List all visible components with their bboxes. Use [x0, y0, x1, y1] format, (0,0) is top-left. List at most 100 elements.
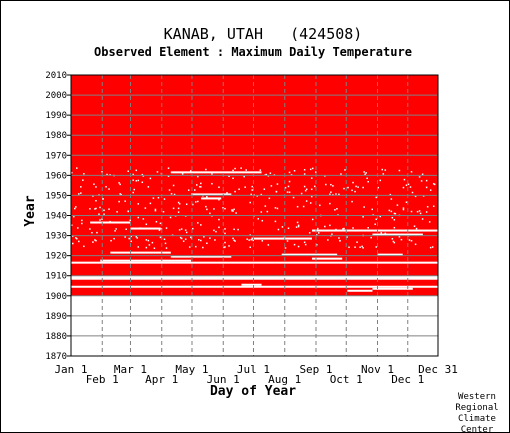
missing-day-speck — [334, 209, 336, 211]
missing-day-speck — [197, 175, 199, 178]
missing-day-speck — [159, 222, 162, 225]
missing-day-speck — [420, 180, 423, 182]
missing-day-speck — [165, 247, 168, 249]
missing-day-speck — [195, 201, 197, 203]
x-tick-label: Mar 1 — [114, 363, 147, 376]
missing-day-speck — [80, 186, 82, 188]
missing-day-speck — [257, 218, 260, 220]
missing-day-speck — [101, 218, 103, 220]
missing-day-speck — [276, 183, 279, 185]
missing-day-speck — [215, 230, 217, 233]
missing-day-speck — [76, 167, 78, 169]
missing-day-speck — [102, 198, 104, 200]
missing-day-speck — [231, 210, 233, 212]
missing-day-speck — [305, 200, 308, 202]
missing-day-speck — [180, 237, 183, 240]
missing-day-speck — [361, 245, 363, 248]
missing-day-speck — [155, 220, 158, 223]
missing-day-speck — [177, 201, 180, 204]
missing-day-speck — [224, 246, 226, 248]
missing-day-speck — [268, 197, 271, 200]
missing-day-speck — [256, 195, 259, 197]
missing-day-speck — [288, 171, 291, 174]
missing-day-speck — [141, 181, 144, 184]
missing-day-speck — [106, 173, 108, 176]
missing-day-speck — [137, 179, 140, 182]
y-tick-label: 1980 — [45, 131, 67, 141]
missing-day-speck — [197, 200, 199, 203]
missing-day-speck — [251, 189, 253, 191]
missing-day-speck — [82, 179, 84, 181]
missing-day-speck — [108, 188, 110, 190]
missing-day-speck — [232, 177, 234, 180]
missing-day-speck — [194, 189, 196, 191]
missing-day-speck — [332, 185, 334, 187]
missing-day-speck — [136, 237, 139, 239]
missing-day-speck — [80, 192, 82, 194]
missing-day-speck — [233, 228, 235, 231]
missing-day-speck — [293, 170, 296, 172]
missing-day-speck — [178, 203, 181, 205]
missing-gap-3 — [100, 259, 191, 262]
y-axis-title: Year — [23, 195, 38, 226]
missing-day-speck — [429, 189, 432, 191]
missing-day-speck — [362, 216, 364, 218]
missing-day-speck — [228, 245, 230, 247]
missing-day-speck — [336, 208, 338, 210]
missing-day-speck — [416, 210, 419, 213]
missing-day-speck — [172, 207, 175, 210]
missing-day-speck — [384, 232, 387, 235]
missing-day-speck — [419, 212, 422, 215]
missing-day-speck — [304, 189, 307, 192]
missing-day-speck — [149, 177, 152, 180]
missing-day-speck — [364, 173, 366, 175]
missing-day-speck — [414, 243, 417, 246]
missing-day-speck — [324, 225, 326, 228]
missing-day-speck — [363, 206, 365, 208]
missing-day-speck — [213, 208, 215, 210]
missing-day-speck — [297, 224, 300, 227]
missing-day-speck — [402, 186, 405, 189]
missing-day-speck — [187, 189, 190, 191]
missing-day-speck — [407, 183, 410, 186]
missing-day-speck — [200, 182, 202, 185]
missing-day-speck — [124, 200, 126, 202]
missing-day-speck — [206, 242, 208, 245]
missing-day-speck — [396, 204, 399, 206]
missing-day-speck — [145, 223, 148, 226]
missing-day-speck — [179, 236, 182, 239]
missing-day-speck — [314, 171, 317, 173]
missing-day-speck — [99, 206, 101, 209]
missing-day-speck — [317, 227, 319, 230]
missing-day-speck — [163, 238, 166, 241]
x-axis-title: Day of Year — [210, 384, 296, 399]
missing-day-speck — [232, 169, 234, 172]
missing-day-speck — [338, 237, 340, 239]
missing-day-speck — [218, 226, 220, 229]
missing-day-speck — [339, 240, 341, 242]
missing-day-speck — [388, 209, 391, 212]
missing-day-speck — [206, 196, 208, 198]
y-tick-label: 1990 — [45, 111, 67, 121]
missing-day-speck — [135, 235, 138, 238]
missing-day-speck — [92, 195, 94, 197]
missing-day-speck — [251, 185, 253, 188]
missing-day-speck — [421, 173, 424, 176]
y-tick-label: 1910 — [45, 272, 67, 282]
chart-subtitle: Observed Element : Maximum Daily Tempera… — [94, 45, 412, 59]
missing-day-speck — [347, 186, 349, 189]
missing-day-speck — [71, 224, 73, 226]
missing-day-speck — [398, 236, 401, 238]
missing-day-speck — [118, 200, 120, 203]
missing-day-speck — [231, 209, 233, 211]
missing-day-speck — [128, 237, 130, 240]
missing-day-speck — [137, 203, 140, 205]
missing-day-speck — [367, 180, 369, 183]
missing-day-speck — [389, 193, 392, 196]
missing-day-speck — [234, 240, 236, 242]
missing-day-speck — [309, 202, 312, 204]
x-tick-label: Nov 1 — [361, 363, 394, 376]
x-tick-label: Dec 31 — [418, 363, 458, 376]
missing-day-speck — [74, 207, 76, 210]
missing-day-speck — [356, 241, 358, 243]
